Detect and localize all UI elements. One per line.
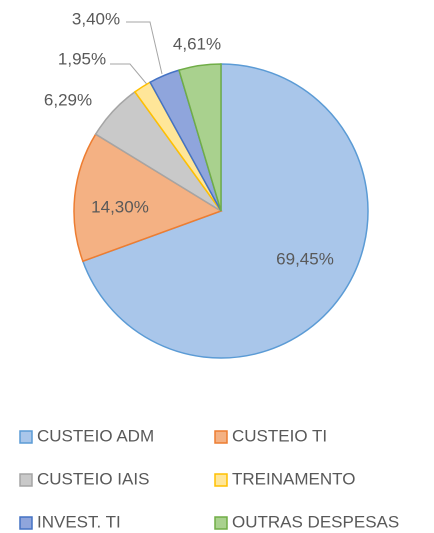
legend-swatch [19,473,33,487]
legend-label: TREINAMENTO [232,469,355,488]
data-label: 3,40% [72,9,120,28]
legend-swatch [19,430,33,444]
legend-label: OUTRAS DESPESAS [232,512,399,531]
data-label: 4,61% [173,34,221,53]
pie-slice [178,63,222,212]
legend-swatch [214,430,228,444]
data-label: 1,95% [58,49,106,68]
legend-label: INVEST. TI [37,512,121,531]
legend-label: CUSTEIO TI [232,426,327,445]
legend-swatch [214,473,228,487]
legend-label: CUSTEIO IAIS [37,469,149,488]
data-label: 6,29% [44,90,92,109]
data-label: 14,30% [91,197,149,216]
pie-slice [73,133,223,263]
pie-slice [81,63,369,359]
data-label: 69,45% [276,249,334,268]
legend-swatch [19,516,33,530]
leader-line [110,63,151,89]
legend-label: CUSTEIO ADM [37,426,154,445]
leader-line [126,21,163,75]
legend-swatch [214,516,228,530]
